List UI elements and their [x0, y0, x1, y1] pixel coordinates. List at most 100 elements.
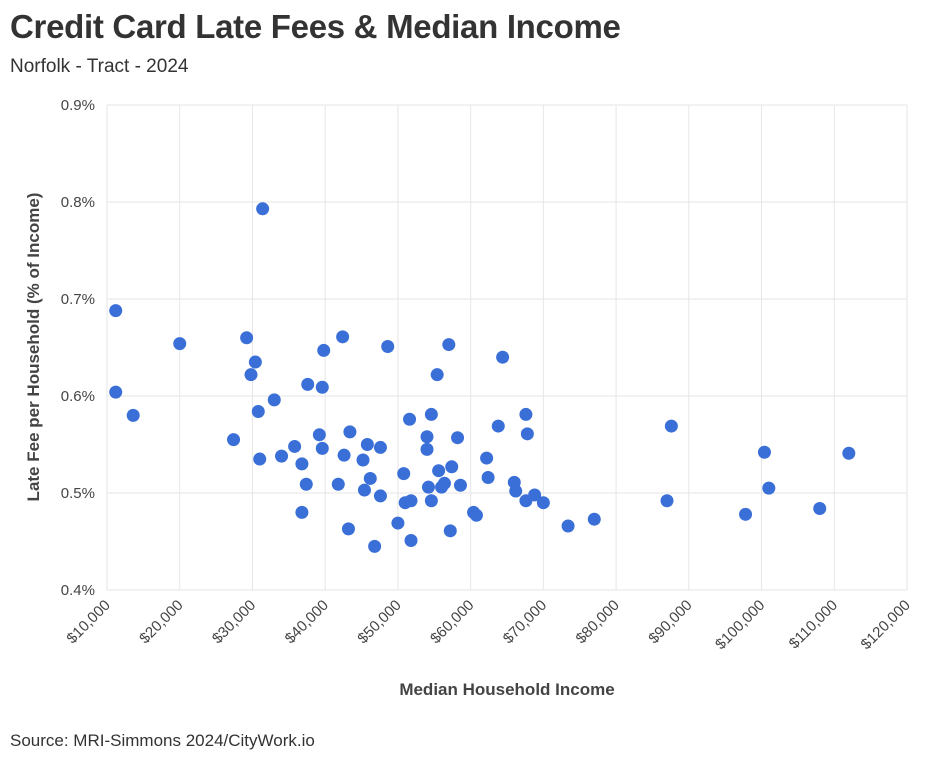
data-point: [341, 522, 355, 536]
data-point: [739, 507, 753, 521]
data-point: [480, 451, 494, 465]
data-point: [443, 524, 457, 538]
data-point: [842, 446, 856, 460]
data-point: [356, 453, 370, 467]
data-point: [336, 330, 350, 344]
data-point: [373, 489, 387, 503]
y-axis-title: Late Fee per Household (% of Income): [24, 193, 43, 502]
data-point: [404, 494, 418, 508]
data-point: [312, 428, 326, 442]
data-point: [109, 304, 123, 318]
data-point: [519, 407, 533, 421]
data-point: [762, 481, 776, 495]
data-point: [420, 442, 434, 456]
data-point: [432, 464, 446, 478]
data-point: [295, 505, 309, 519]
data-point: [437, 476, 451, 490]
y-tick-label: 0.5%: [61, 485, 95, 502]
data-point: [360, 438, 374, 451]
y-tick-label: 0.4%: [61, 582, 95, 599]
data-point: [227, 433, 241, 447]
data-point: [317, 343, 331, 357]
data-point: [561, 519, 575, 533]
x-tick-label: $110,000: [786, 597, 841, 652]
data-point: [445, 460, 459, 474]
x-tick-label: $30,000: [209, 597, 259, 647]
data-point: [664, 419, 678, 433]
source-note: Source: MRI-Simmons 2024/CityWork.io: [10, 731, 315, 750]
data-point: [244, 368, 258, 382]
y-tick-label: 0.7%: [61, 291, 95, 308]
data-point: [536, 496, 550, 510]
x-axis-ticks: $10,000 $20,000 $30,000 $40,000 $50,000 $60,0…: [63, 597, 913, 653]
data-point: [301, 377, 315, 391]
data-point: [357, 483, 371, 497]
data-point: [288, 439, 302, 453]
data-point: [267, 393, 281, 407]
x-tick-label: $40,000: [282, 597, 332, 647]
data-point: [420, 430, 434, 444]
data-point: [453, 478, 467, 492]
data-point: [363, 471, 377, 485]
data-point: [343, 425, 357, 439]
x-tick-label: $60,000: [427, 597, 477, 647]
data-point: [173, 337, 187, 351]
data-point: [391, 516, 405, 530]
data-point: [253, 452, 267, 466]
data-point: [660, 494, 674, 508]
data-point: [251, 405, 265, 419]
data-point: [275, 449, 289, 463]
data-point: [397, 467, 411, 481]
data-point: [757, 445, 771, 459]
y-axis-ticks: 0.4% 0.5% 0.6% 0.7% 0.8% 0.9%: [61, 97, 95, 599]
x-tick-label: $70,000: [500, 597, 550, 647]
x-tick-label: $10,000: [63, 597, 113, 647]
data-point: [315, 380, 329, 394]
grid: [106, 104, 908, 591]
data-point: [430, 368, 444, 382]
x-axis-title: Median Household Income: [399, 680, 614, 699]
data-point: [424, 407, 438, 421]
data-point: [442, 338, 456, 352]
x-tick-label: $90,000: [645, 597, 695, 647]
data-point: [299, 477, 313, 491]
data-point: [528, 488, 542, 502]
data-points: [109, 202, 856, 553]
data-point: [126, 408, 140, 422]
data-point: [520, 427, 534, 441]
data-point: [109, 385, 123, 399]
data-point: [331, 477, 345, 491]
data-point: [813, 502, 827, 516]
data-point: [404, 534, 418, 548]
data-point: [587, 512, 601, 526]
y-tick-label: 0.6%: [61, 388, 95, 405]
x-tick-label: $80,000: [573, 597, 623, 647]
data-point: [295, 457, 309, 471]
data-point: [381, 340, 395, 354]
data-point: [491, 419, 505, 433]
data-point: [421, 480, 435, 494]
y-tick-label: 0.9%: [61, 97, 95, 114]
data-point: [256, 202, 270, 216]
data-point: [451, 431, 465, 445]
chart-title: Credit Card Late Fees & Median Income: [10, 8, 621, 45]
data-point: [481, 470, 495, 484]
data-point: [403, 412, 417, 426]
x-tick-label: $100,000: [712, 597, 768, 653]
data-point: [496, 350, 510, 364]
x-tick-label: $120,000: [858, 597, 914, 653]
data-point: [248, 355, 262, 369]
data-point: [240, 331, 254, 345]
chart-subtitle: Norfolk - Tract - 2024: [10, 56, 189, 77]
data-point: [469, 508, 483, 522]
data-point: [337, 448, 351, 462]
x-tick-label: $50,000: [354, 597, 404, 647]
data-point: [509, 484, 523, 498]
data-point: [315, 441, 329, 455]
data-point: [424, 494, 438, 508]
y-tick-label: 0.8%: [61, 194, 95, 211]
x-tick-label: $20,000: [136, 597, 186, 647]
data-point: [368, 539, 382, 553]
data-point: [373, 440, 387, 454]
